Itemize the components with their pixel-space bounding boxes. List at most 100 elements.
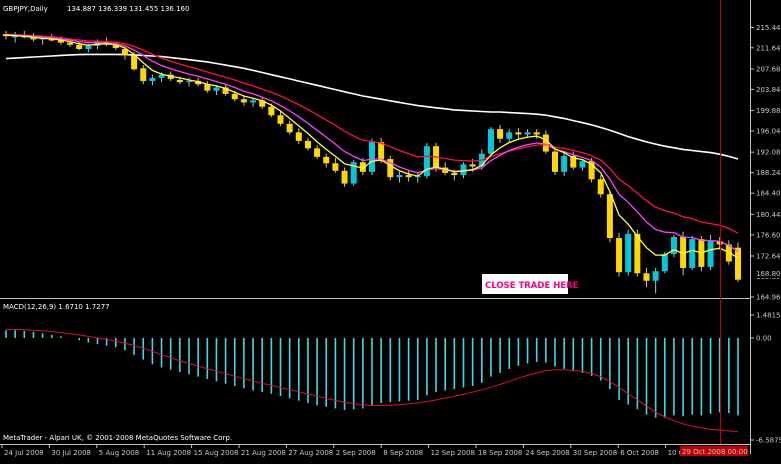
candle-bear[interactable] (176, 80, 183, 83)
candle-bull[interactable] (506, 132, 513, 139)
candle-bear[interactable] (497, 129, 504, 139)
candle-bull[interactable] (579, 161, 586, 168)
candle-bear[interactable] (387, 159, 394, 178)
candle-bull[interactable] (524, 132, 531, 135)
candle-bull[interactable] (396, 175, 403, 178)
annotation-text: CLOSE TRADE HERE (485, 281, 579, 291)
macd-axis-label: 0.00 (756, 334, 772, 342)
candle-bear[interactable] (121, 49, 128, 56)
ma-fast-path (5, 34, 739, 259)
candle-bear[interactable] (588, 161, 595, 180)
candle-bear[interactable] (378, 141, 385, 160)
candle-bull[interactable] (670, 236, 677, 255)
macd-axis-label: -6.5875 (756, 437, 781, 445)
copyright-text: MetaTrader - Alpari UK, © 2001-2008 Meta… (3, 434, 232, 442)
moving-averages (5, 33, 739, 259)
candle-bear[interactable] (295, 132, 302, 141)
date-axis-label: 8 Sep 2008 (383, 449, 423, 457)
candle-bear[interactable] (405, 175, 412, 178)
candle-bear[interactable] (67, 42, 74, 45)
date-axis-label: 5 Aug 2008 (99, 449, 139, 457)
candle-bull[interactable] (423, 146, 430, 177)
candle-bear[interactable] (552, 151, 558, 172)
candle-bear[interactable] (314, 148, 321, 157)
current-price-tag (751, 268, 781, 278)
price-axis-label: 215.440 (756, 24, 781, 32)
price-axis-label: 176.600 (756, 231, 781, 239)
candle-bear[interactable] (616, 238, 623, 273)
candle-bull[interactable] (149, 77, 156, 82)
candle-bear[interactable] (570, 155, 577, 168)
candle-bear[interactable] (277, 115, 284, 124)
candle-bear[interactable] (195, 81, 202, 85)
candle-bull[interactable] (561, 155, 568, 172)
candle-bear[interactable] (359, 162, 366, 172)
candle-bull[interactable] (85, 45, 92, 50)
candle-bear[interactable] (204, 84, 211, 91)
candle-bear[interactable] (735, 247, 741, 280)
candle-bear[interactable] (131, 55, 138, 70)
cursor-date-label: 29 Oct 2008 00:00 (682, 448, 748, 456)
candle-bear[interactable] (259, 100, 266, 107)
candle-bear[interactable] (76, 44, 83, 50)
close-trade-annotation[interactable]: CLOSE TRADE HERE (482, 274, 579, 294)
candle-bear[interactable] (451, 172, 458, 176)
candle-bear[interactable] (231, 93, 238, 100)
candle-bear[interactable] (643, 273, 650, 281)
price-axis-label: 196.040 (756, 128, 781, 136)
candle-bull[interactable] (487, 129, 494, 154)
candle-bear[interactable] (323, 156, 330, 164)
candle-bull[interactable] (350, 162, 357, 184)
candle-bear[interactable] (533, 132, 540, 135)
candle-bull[interactable] (250, 100, 257, 103)
candle-bear[interactable] (469, 164, 476, 167)
ohlc-values: 134.887 136.339 131.455 136.160 (67, 5, 189, 13)
candle-bull[interactable] (213, 87, 220, 91)
annotation-box (482, 274, 568, 294)
price-axis-label: 164.960 (756, 294, 781, 302)
candle-bear[interactable] (57, 40, 64, 43)
ma-long-line (5, 53, 739, 160)
candle-bear[interactable] (634, 233, 641, 274)
candle-bear[interactable] (286, 123, 293, 133)
candle-bear[interactable] (341, 170, 348, 184)
ma-slow-path (5, 33, 739, 234)
price-axis-label: 172.640 (756, 252, 781, 260)
candle-bear[interactable] (222, 87, 229, 94)
candle-bear[interactable] (30, 37, 37, 40)
price-axis-label: 180.440 (756, 211, 781, 219)
price-axis-label: 207.680 (756, 65, 781, 73)
candle-bull[interactable] (158, 74, 165, 78)
candle-bear[interactable] (304, 140, 311, 149)
candle-bear[interactable] (112, 44, 119, 48)
macd-header: MACD(12,26,9) 1.6710 1.7277 (3, 303, 110, 311)
candle-bull[interactable] (652, 271, 659, 281)
date-axis-label: 15 Aug 2008 (194, 449, 239, 457)
candle-bear[interactable] (332, 163, 339, 171)
candle-bear[interactable] (606, 194, 613, 239)
candle-bear[interactable] (268, 106, 275, 116)
candle-bull[interactable] (707, 241, 714, 267)
ma-long-path (5, 53, 739, 160)
date-axis-label: 24 Jul 2008 (4, 449, 44, 457)
candle-bear[interactable] (542, 134, 549, 152)
date-axis-label: 21 Aug 2008 (241, 449, 286, 457)
candle-bear[interactable] (240, 99, 247, 103)
candle-bear[interactable] (680, 236, 687, 268)
candle-bear[interactable] (515, 132, 522, 135)
current-price-label: 168.800 (756, 270, 781, 278)
price-axis-label: 203.840 (756, 86, 781, 94)
candle-bull[interactable] (661, 254, 668, 272)
date-axis-label: 12 Sep 2008 (431, 449, 475, 457)
candle-bull[interactable] (625, 233, 632, 273)
candle-bull[interactable] (689, 239, 696, 268)
date-axis-label: 27 Aug 2008 (288, 449, 333, 457)
date-axis-label: 6 Oct 2008 (620, 449, 659, 457)
candle-bear[interactable] (597, 179, 604, 195)
candle-bear[interactable] (716, 241, 723, 245)
candle-bull[interactable] (186, 81, 192, 83)
candle-bull[interactable] (460, 164, 467, 176)
candle-bear[interactable] (140, 68, 147, 82)
candle-bull[interactable] (369, 141, 375, 172)
